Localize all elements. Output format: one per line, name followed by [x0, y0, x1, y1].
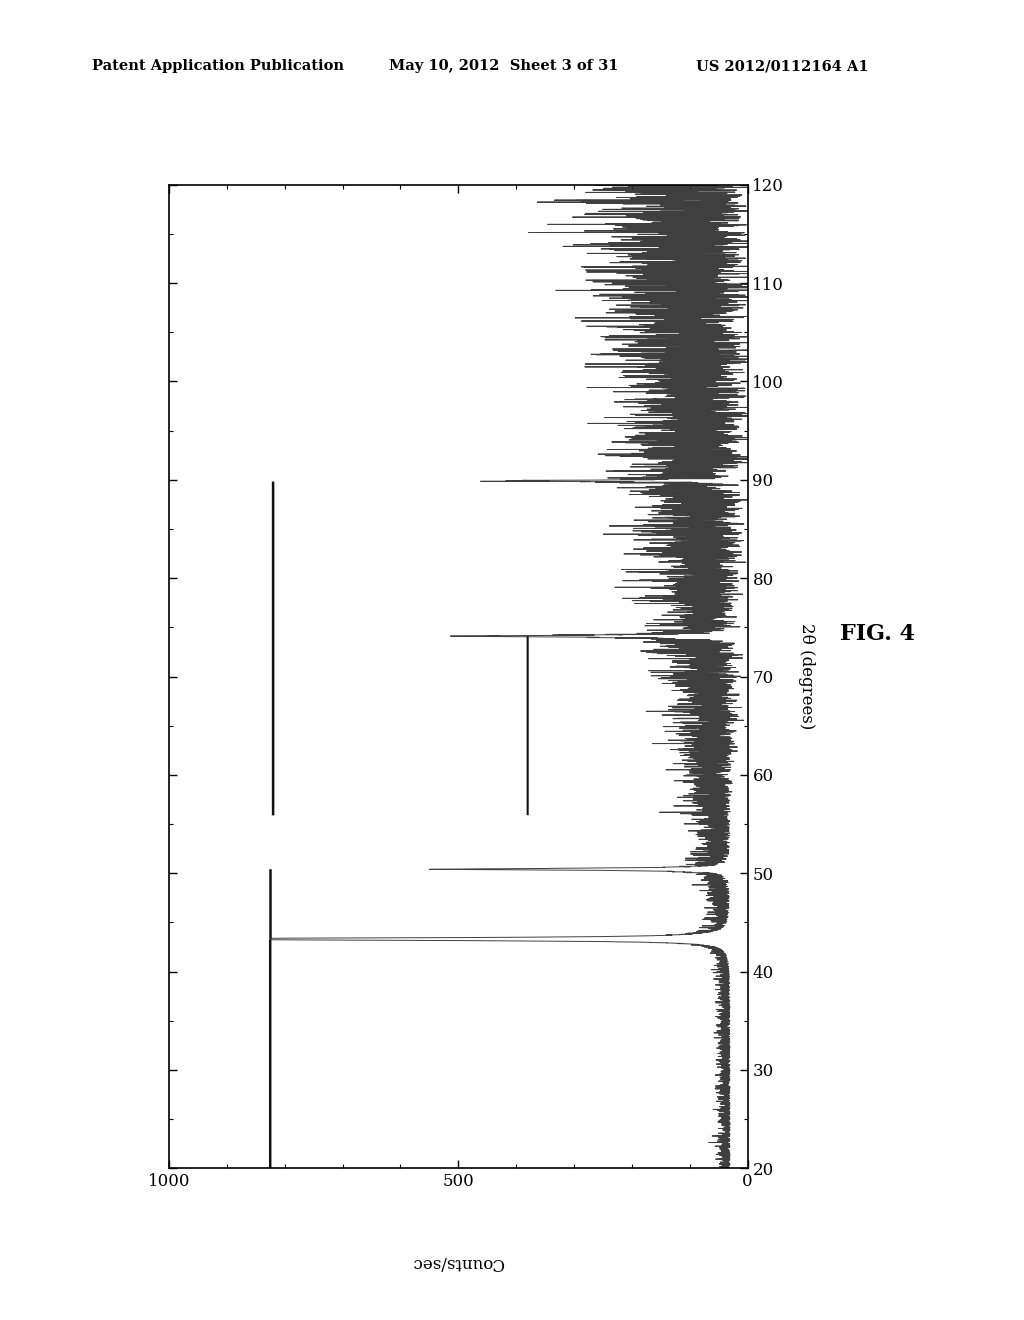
Text: US 2012/0112164 A1: US 2012/0112164 A1 [696, 59, 869, 74]
Text: FIG. 4: FIG. 4 [840, 623, 914, 644]
Text: May 10, 2012  Sheet 3 of 31: May 10, 2012 Sheet 3 of 31 [389, 59, 618, 74]
Text: Counts/sec: Counts/sec [412, 1254, 505, 1271]
Text: Patent Application Publication: Patent Application Publication [92, 59, 344, 74]
Y-axis label: 2θ (degrees): 2θ (degrees) [798, 623, 815, 730]
